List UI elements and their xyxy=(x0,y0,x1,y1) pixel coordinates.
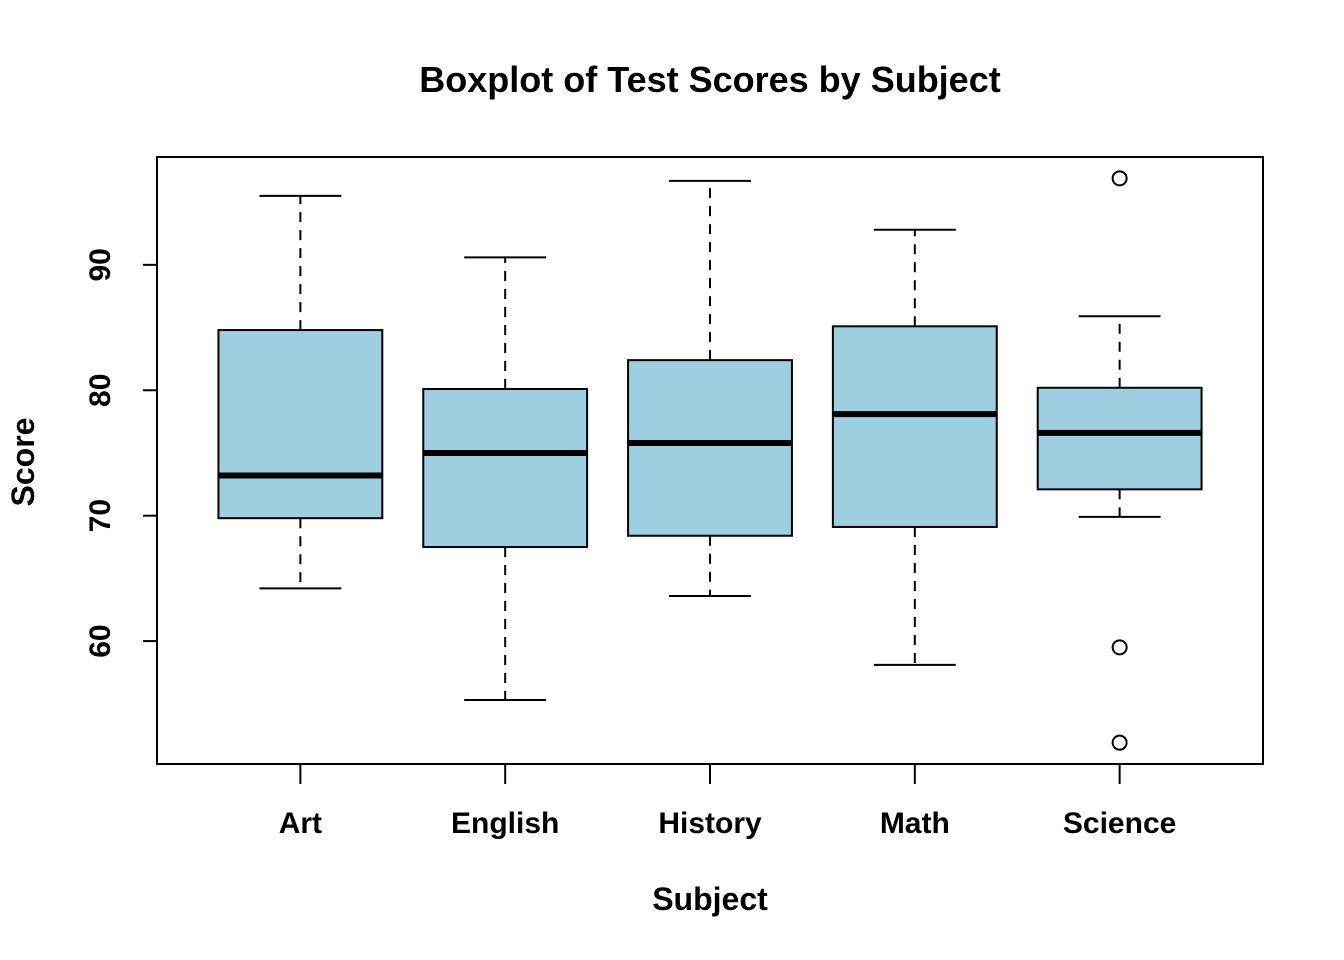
box-iqr xyxy=(422,388,589,549)
y-tick-label: 60 xyxy=(84,624,117,657)
x-axis: Art English History Math Science xyxy=(279,764,1176,840)
outlier-point xyxy=(1111,734,1128,751)
box-math xyxy=(831,228,998,666)
box-iqr xyxy=(1036,386,1203,491)
y-tick-label: 80 xyxy=(84,374,117,407)
chart-title: Boxplot of Test Scores by Subject xyxy=(419,59,1000,100)
box-iqr xyxy=(831,325,998,528)
outlier-point xyxy=(1111,639,1128,656)
box-english xyxy=(422,256,589,702)
x-tick-label: Art xyxy=(279,807,322,840)
box-science xyxy=(1036,170,1203,751)
boxes xyxy=(217,170,1203,751)
x-tick-label: Math xyxy=(880,807,950,840)
y-axis-label: Score xyxy=(5,418,41,507)
y-tick-label: 70 xyxy=(84,499,117,532)
box-iqr xyxy=(627,359,793,537)
x-tick-label: History xyxy=(658,807,762,840)
box-iqr xyxy=(217,329,384,520)
y-tick-label: 90 xyxy=(84,248,117,281)
box-art xyxy=(217,194,384,590)
x-tick-label: Science xyxy=(1063,807,1176,840)
x-axis-label: Subject xyxy=(652,881,768,917)
outlier-point xyxy=(1111,170,1128,187)
y-axis: 60 70 80 90 xyxy=(84,248,158,658)
x-tick-label: English xyxy=(451,807,559,840)
box-history xyxy=(627,179,793,597)
